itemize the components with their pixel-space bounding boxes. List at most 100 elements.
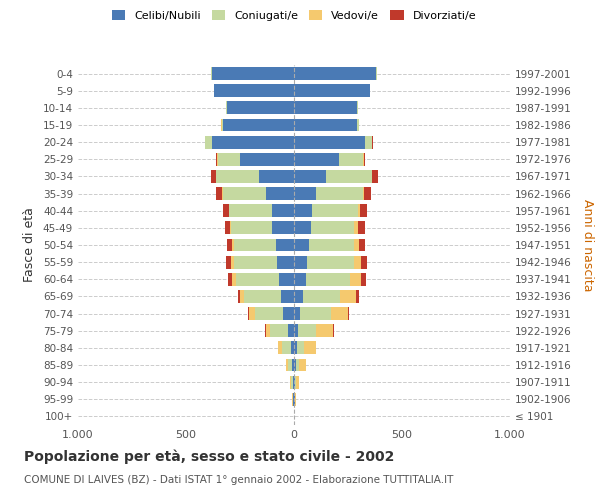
Bar: [348, 307, 349, 320]
Bar: [226, 256, 232, 268]
Bar: [316, 324, 333, 337]
Bar: [223, 118, 294, 132]
Bar: [226, 102, 227, 114]
Bar: [333, 324, 334, 337]
Bar: [350, 273, 361, 285]
Bar: [294, 222, 311, 234]
Bar: [313, 204, 358, 217]
Bar: [356, 290, 359, 303]
Bar: [359, 238, 365, 252]
Bar: [301, 307, 331, 320]
Bar: [295, 376, 296, 388]
Bar: [286, 358, 288, 372]
Bar: [297, 342, 304, 354]
Bar: [228, 273, 232, 285]
Bar: [238, 290, 240, 303]
Bar: [216, 153, 217, 166]
Bar: [294, 358, 296, 372]
Bar: [326, 170, 372, 183]
Bar: [294, 324, 298, 337]
Bar: [363, 187, 364, 200]
Bar: [294, 256, 307, 268]
Bar: [358, 222, 365, 234]
Bar: [340, 290, 356, 303]
Bar: [302, 290, 340, 303]
Bar: [356, 118, 359, 132]
Bar: [306, 273, 350, 285]
Bar: [294, 290, 302, 303]
Bar: [223, 204, 229, 217]
Bar: [279, 273, 294, 285]
Text: Anni di nascita: Anni di nascita: [581, 198, 594, 291]
Bar: [355, 256, 361, 268]
Bar: [294, 204, 313, 217]
Bar: [361, 256, 367, 268]
Bar: [229, 204, 272, 217]
Bar: [293, 376, 294, 388]
Bar: [265, 324, 266, 337]
Bar: [225, 222, 230, 234]
Bar: [283, 307, 294, 320]
Bar: [272, 204, 294, 217]
Bar: [217, 153, 218, 166]
Bar: [294, 393, 295, 406]
Bar: [294, 307, 301, 320]
Bar: [373, 170, 378, 183]
Bar: [290, 376, 291, 388]
Bar: [304, 342, 316, 354]
Bar: [340, 153, 363, 166]
Bar: [233, 256, 277, 268]
Bar: [355, 238, 359, 252]
Bar: [232, 222, 272, 234]
Bar: [230, 222, 232, 234]
Bar: [227, 238, 232, 252]
Bar: [236, 273, 279, 285]
Bar: [292, 358, 294, 372]
Bar: [282, 342, 291, 354]
Bar: [211, 170, 216, 183]
Bar: [294, 136, 365, 148]
Bar: [232, 238, 233, 252]
Bar: [311, 222, 355, 234]
Bar: [278, 342, 282, 354]
Bar: [364, 187, 371, 200]
Bar: [266, 324, 270, 337]
Bar: [299, 358, 306, 372]
Text: COMUNE DI LAIVES (BZ) - Dati ISTAT 1° gennaio 2002 - Elaborazione TUTTITALIA.IT: COMUNE DI LAIVES (BZ) - Dati ISTAT 1° ge…: [24, 475, 454, 485]
Bar: [244, 290, 281, 303]
Bar: [360, 204, 367, 217]
Bar: [294, 153, 340, 166]
Bar: [240, 153, 294, 166]
Bar: [294, 118, 356, 132]
Bar: [275, 238, 294, 252]
Bar: [215, 187, 222, 200]
Bar: [355, 222, 358, 234]
Bar: [365, 136, 372, 148]
Bar: [372, 170, 373, 183]
Bar: [331, 307, 348, 320]
Bar: [294, 187, 316, 200]
Bar: [212, 136, 294, 148]
Bar: [295, 393, 296, 406]
Bar: [218, 153, 240, 166]
Bar: [294, 102, 356, 114]
Bar: [288, 358, 292, 372]
Bar: [212, 67, 294, 80]
Bar: [232, 273, 236, 285]
Bar: [294, 342, 297, 354]
Bar: [291, 342, 294, 354]
Y-axis label: Fasce di età: Fasce di età: [23, 208, 36, 282]
Bar: [233, 238, 275, 252]
Bar: [358, 204, 360, 217]
Bar: [291, 376, 293, 388]
Bar: [221, 118, 223, 132]
Bar: [294, 376, 295, 388]
Legend: Celibi/Nubili, Coniugati/e, Vedovi/e, Divorziati/e: Celibi/Nubili, Coniugati/e, Vedovi/e, Di…: [107, 6, 481, 25]
Bar: [277, 256, 294, 268]
Bar: [296, 358, 299, 372]
Bar: [307, 256, 355, 268]
Bar: [216, 170, 259, 183]
Bar: [214, 84, 294, 97]
Bar: [227, 102, 294, 114]
Bar: [281, 290, 294, 303]
